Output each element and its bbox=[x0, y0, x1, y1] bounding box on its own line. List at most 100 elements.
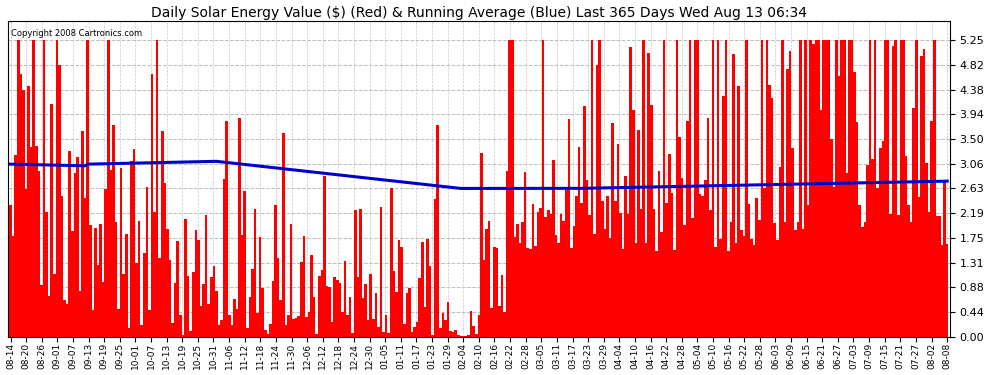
Bar bbox=[426, 239, 429, 337]
Bar bbox=[612, 123, 614, 337]
Bar bbox=[223, 179, 226, 337]
Bar bbox=[282, 133, 284, 337]
Bar bbox=[68, 150, 71, 337]
Bar bbox=[115, 222, 118, 337]
Bar bbox=[892, 46, 894, 337]
Bar bbox=[652, 209, 655, 337]
Bar bbox=[516, 224, 519, 337]
Bar bbox=[797, 222, 799, 337]
Bar bbox=[933, 40, 936, 337]
Bar bbox=[755, 198, 758, 337]
Bar bbox=[416, 322, 419, 337]
Bar bbox=[945, 244, 948, 337]
Bar bbox=[567, 119, 570, 337]
Bar bbox=[356, 277, 359, 337]
Bar bbox=[15, 155, 17, 337]
Bar bbox=[344, 261, 346, 337]
Bar bbox=[547, 210, 549, 337]
Bar bbox=[316, 333, 318, 337]
Bar bbox=[421, 242, 424, 337]
Bar bbox=[601, 201, 604, 337]
Bar bbox=[181, 335, 184, 337]
Bar bbox=[712, 40, 714, 337]
Bar bbox=[828, 40, 830, 337]
Bar bbox=[248, 297, 251, 337]
Bar bbox=[488, 221, 490, 337]
Bar bbox=[771, 98, 773, 337]
Bar bbox=[791, 147, 794, 337]
Bar bbox=[310, 255, 313, 337]
Bar bbox=[683, 225, 686, 337]
Bar bbox=[361, 298, 364, 337]
Bar bbox=[535, 246, 537, 337]
Bar bbox=[445, 320, 446, 337]
Bar bbox=[239, 118, 241, 337]
Bar bbox=[622, 249, 625, 337]
Bar bbox=[625, 176, 627, 337]
Bar bbox=[346, 315, 348, 337]
Bar bbox=[372, 320, 374, 337]
Bar bbox=[477, 315, 480, 337]
Bar bbox=[490, 308, 493, 337]
Bar bbox=[22, 90, 25, 337]
Bar bbox=[393, 271, 395, 337]
Bar bbox=[141, 325, 143, 337]
Bar bbox=[635, 243, 638, 337]
Bar bbox=[266, 334, 269, 337]
Bar bbox=[894, 40, 897, 337]
Bar bbox=[161, 131, 163, 337]
Bar bbox=[596, 64, 599, 337]
Bar bbox=[657, 171, 660, 337]
Bar bbox=[678, 138, 681, 337]
Bar bbox=[354, 210, 356, 337]
Bar bbox=[848, 40, 850, 337]
Bar bbox=[153, 212, 155, 337]
Bar bbox=[619, 213, 622, 337]
Bar bbox=[464, 336, 467, 337]
Bar bbox=[123, 274, 125, 337]
Bar bbox=[120, 168, 123, 337]
Bar bbox=[107, 40, 110, 337]
Bar bbox=[686, 121, 689, 337]
Bar bbox=[179, 315, 181, 337]
Bar bbox=[233, 298, 236, 337]
Bar bbox=[676, 40, 678, 337]
Bar bbox=[84, 198, 86, 337]
Bar bbox=[210, 278, 213, 337]
Bar bbox=[871, 159, 874, 337]
Bar bbox=[845, 173, 848, 337]
Bar bbox=[406, 293, 408, 337]
Bar bbox=[498, 306, 501, 337]
Bar bbox=[738, 86, 740, 337]
Bar bbox=[913, 108, 915, 337]
Bar bbox=[128, 328, 130, 337]
Bar bbox=[874, 40, 876, 337]
Bar bbox=[58, 65, 60, 337]
Bar bbox=[665, 203, 668, 337]
Bar bbox=[511, 40, 514, 337]
Bar bbox=[432, 335, 434, 337]
Bar bbox=[501, 275, 503, 337]
Bar bbox=[915, 40, 918, 337]
Bar bbox=[799, 40, 802, 337]
Bar bbox=[449, 331, 451, 337]
Bar bbox=[485, 229, 488, 337]
Bar bbox=[833, 187, 836, 337]
Bar bbox=[258, 237, 261, 337]
Bar bbox=[879, 148, 881, 337]
Bar bbox=[709, 210, 712, 337]
Bar bbox=[187, 276, 189, 337]
Bar bbox=[617, 144, 619, 337]
Bar bbox=[842, 40, 845, 337]
Bar bbox=[586, 180, 588, 337]
Bar bbox=[580, 202, 583, 337]
Bar bbox=[339, 283, 342, 337]
Bar bbox=[105, 189, 107, 337]
Bar bbox=[256, 314, 258, 337]
Bar bbox=[411, 332, 413, 337]
Bar bbox=[853, 72, 855, 337]
Bar bbox=[540, 208, 542, 337]
Bar bbox=[205, 215, 207, 337]
Bar bbox=[640, 209, 643, 337]
Bar bbox=[419, 278, 421, 337]
